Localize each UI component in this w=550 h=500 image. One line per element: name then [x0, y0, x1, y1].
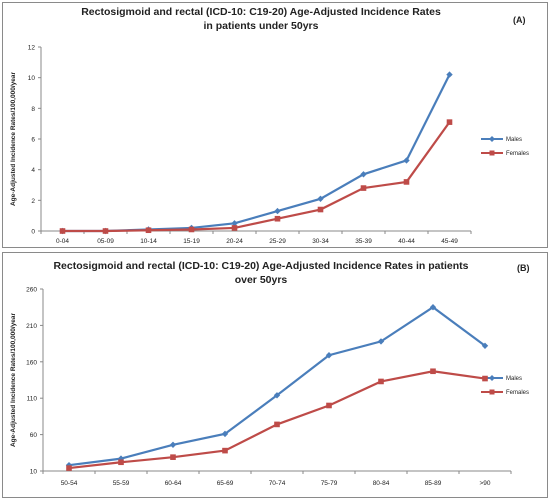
legend-marker	[489, 150, 495, 156]
data-point-males	[231, 220, 238, 227]
data-point-males	[325, 352, 333, 359]
chart-title-line: in patients under 50yrs	[204, 20, 319, 32]
data-point-males	[429, 304, 437, 311]
chart-title-line: over 50yrs	[235, 274, 288, 286]
series-line-females	[68, 370, 486, 470]
legend-entry-males: Males	[506, 137, 522, 143]
x-tick-label: 70-74	[269, 480, 286, 487]
data-point-females	[326, 402, 332, 409]
x-tick-label: 40-44	[398, 238, 415, 245]
data-point-females	[188, 226, 195, 233]
y-tick-label: 110	[27, 396, 38, 403]
chart-title-line: Rectosigmoid and rectal (ICD-10: C19-20)…	[81, 6, 441, 18]
data-point-females	[274, 421, 280, 428]
series-line-females	[62, 121, 451, 233]
x-tick-label: 15-19	[183, 238, 200, 245]
x-tick-label: 60-64	[165, 480, 182, 487]
data-point-males	[446, 71, 453, 78]
x-tick-label: 80-84	[373, 480, 390, 487]
data-point-females	[145, 227, 152, 234]
x-tick-label: 25-29	[269, 238, 286, 245]
x-tick-label: 55-59	[113, 480, 130, 487]
panel-tag: (B)	[517, 263, 530, 273]
data-point-males	[377, 338, 385, 345]
chart-a: Rectosigmoid and rectal (ICD-10: C19-20)…	[10, 6, 529, 245]
data-point-males	[169, 441, 177, 448]
x-tick-label: 65-69	[217, 480, 234, 487]
x-tick-label: 30-34	[312, 238, 329, 245]
data-point-females	[317, 206, 324, 213]
legend-marker	[489, 375, 495, 381]
data-point-females	[170, 454, 176, 460]
data-point-males	[360, 171, 367, 178]
x-tick-label: 75-79	[321, 480, 338, 487]
x-tick-label: 50-54	[61, 480, 78, 487]
y-tick-label: 10	[30, 469, 38, 476]
data-point-males	[273, 392, 281, 399]
data-point-females	[222, 447, 228, 454]
data-point-females	[102, 228, 109, 234]
legend-marker	[489, 389, 495, 395]
legend-marker	[489, 136, 495, 142]
data-point-males	[221, 430, 229, 438]
panel-tag: (A)	[513, 15, 526, 25]
y-tick-label: 10	[28, 75, 36, 82]
series-line-males	[62, 74, 451, 233]
chart-panel-a: Rectosigmoid and rectal (ICD-10: C19-20)…	[2, 2, 548, 248]
data-point-females	[274, 215, 281, 222]
series-line-males	[68, 305, 486, 467]
y-tick-label: 2	[31, 198, 35, 205]
data-point-females	[231, 225, 238, 231]
x-tick-label: 0-04	[56, 238, 69, 245]
y-tick-label: 160	[26, 359, 37, 366]
y-tick-label: 12	[28, 45, 36, 52]
y-tick-label: 6	[31, 137, 35, 144]
x-tick-label: 20-24	[226, 238, 243, 245]
chart-title-line: Rectosigmoid and rectal (ICD-10: C19-20)…	[53, 260, 468, 272]
x-tick-label: 85-89	[425, 480, 442, 487]
data-point-females	[446, 119, 453, 125]
x-tick-label: >90	[479, 480, 490, 487]
x-tick-label: 10-14	[140, 238, 157, 245]
y-tick-label: 0	[31, 229, 35, 236]
data-point-females	[378, 378, 384, 385]
data-point-females	[360, 185, 367, 191]
data-point-females	[430, 368, 436, 375]
y-tick-label: 4	[31, 167, 35, 174]
data-point-males	[481, 342, 489, 349]
y-tick-label: 60	[30, 432, 38, 439]
y-tick-label: 210	[26, 323, 37, 330]
data-point-females	[482, 375, 488, 382]
data-point-females	[118, 459, 124, 466]
legend-entry-females: Females	[506, 390, 529, 396]
chart-b: Rectosigmoid and rectal (ICD-10: C19-20)…	[10, 260, 530, 487]
y-tick-label: 260	[26, 287, 37, 294]
y-axis-label: Age-Adjusted Incidence Rates/100,000/yea…	[10, 72, 17, 207]
y-axis-label: Age-Adjusted Incidence Rates/100,000/yea…	[10, 313, 17, 448]
legend-entry-males: Males	[506, 376, 522, 382]
data-point-males	[403, 157, 410, 164]
chart-panel-b: Rectosigmoid and rectal (ICD-10: C19-20)…	[2, 252, 548, 498]
x-tick-label: 05-09	[97, 238, 114, 245]
data-point-females	[59, 228, 66, 234]
data-point-males	[274, 207, 281, 215]
x-tick-label: 35-39	[355, 238, 372, 245]
legend-entry-females: Females	[506, 151, 529, 157]
y-tick-label: 8	[31, 106, 35, 113]
data-point-males	[317, 195, 324, 202]
data-point-females	[66, 465, 72, 471]
x-tick-label: 45-49	[441, 238, 458, 245]
data-point-females	[403, 179, 410, 185]
